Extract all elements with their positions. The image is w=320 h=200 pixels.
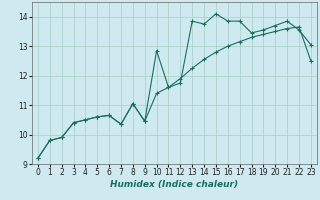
X-axis label: Humidex (Indice chaleur): Humidex (Indice chaleur)	[110, 180, 238, 189]
